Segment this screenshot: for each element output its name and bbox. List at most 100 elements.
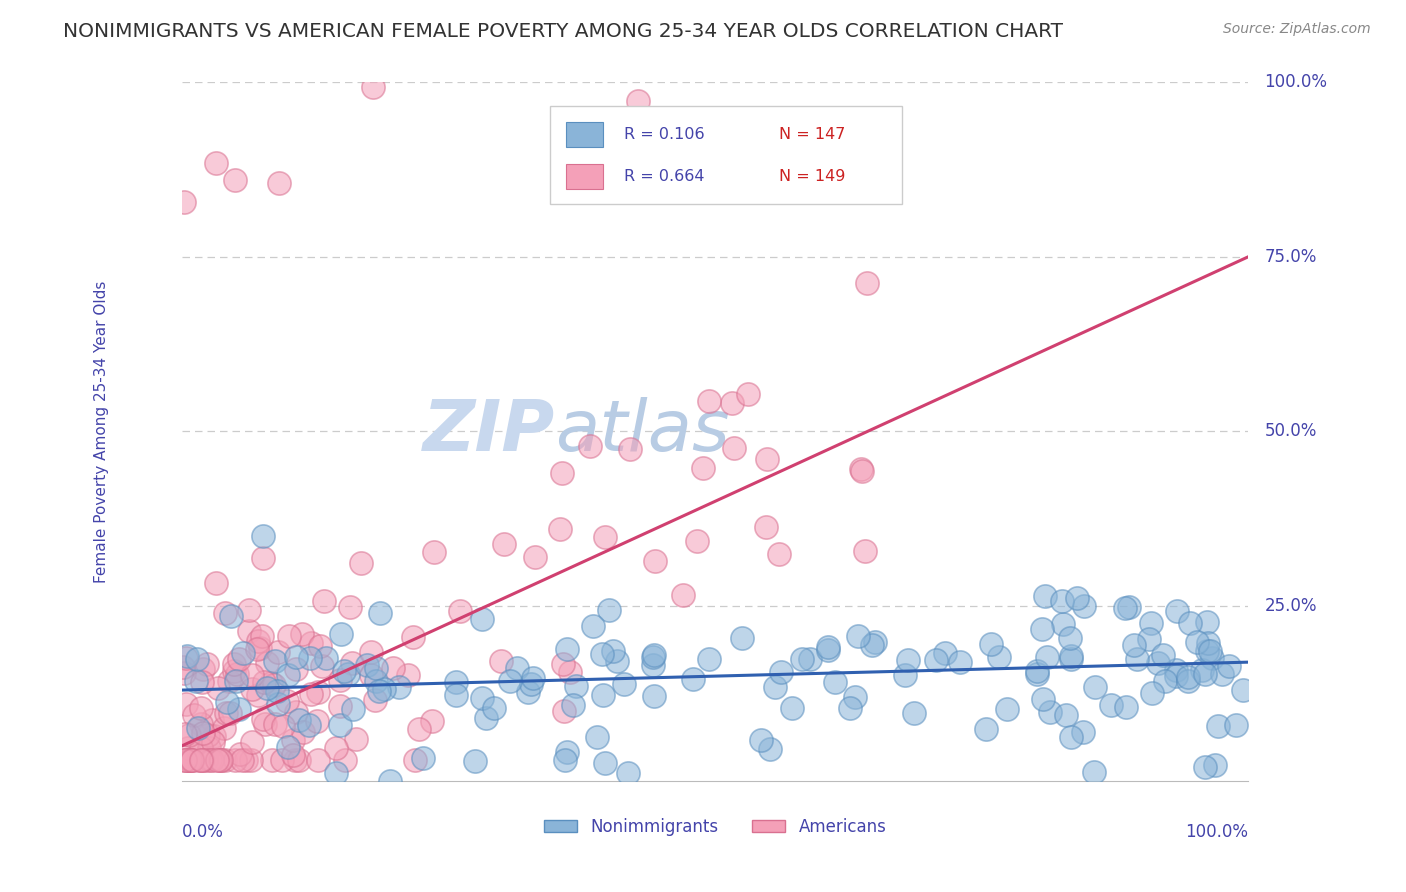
Legend: Nonimmigrants, Americans: Nonimmigrants, Americans [537,811,893,843]
Point [214,753,236,767]
Text: 50.0%: 50.0% [1264,423,1317,441]
Point [1052,594,1074,608]
Point [1142,686,1164,700]
Point [190,740,212,755]
Point [195,657,218,672]
Point [1153,674,1175,689]
Point [1118,600,1140,615]
Point [328,673,350,687]
Point [315,650,337,665]
Point [595,756,617,770]
Point [598,603,620,617]
Point [253,675,276,690]
Point [195,753,218,767]
Point [174,753,197,767]
Point [291,724,314,739]
Point [333,664,356,678]
Point [181,753,204,767]
Point [201,753,224,767]
Point [232,647,254,661]
Point [342,702,364,716]
Point [250,629,273,643]
Point [271,718,294,732]
Point [1066,591,1088,605]
Point [1031,622,1053,636]
Point [1071,725,1094,739]
Point [555,745,578,759]
Point [838,701,860,715]
Text: Source: ZipAtlas.com: Source: ZipAtlas.com [1223,22,1371,37]
Point [364,674,387,689]
Point [402,630,425,644]
Point [299,687,322,701]
Point [1164,663,1187,677]
Point [1204,757,1226,772]
Point [224,753,246,767]
Point [360,667,382,681]
Point [249,641,271,656]
Point [187,753,209,767]
Point [172,660,194,674]
Point [276,694,298,708]
Point [252,550,274,565]
Point [277,629,299,643]
Point [173,727,195,741]
Point [643,690,665,704]
Text: 100.0%: 100.0% [1185,823,1249,841]
Point [190,675,212,690]
Point [291,627,314,641]
Point [256,681,278,695]
Point [193,725,215,739]
Point [1218,659,1240,673]
Point [263,678,285,692]
Point [506,661,529,675]
Point [212,721,235,735]
Point [240,682,263,697]
Point [619,442,641,456]
Point [240,735,263,749]
Point [254,717,277,731]
Point [1059,631,1081,645]
Point [755,451,778,466]
Point [214,606,236,620]
Point [553,657,575,671]
Point [1177,674,1199,689]
Point [697,652,720,666]
Point [396,667,419,681]
Point [644,554,666,568]
Point [412,750,434,764]
Point [1146,656,1168,670]
FancyBboxPatch shape [565,122,603,146]
Point [219,706,242,720]
Point [1125,652,1147,666]
Point [1099,698,1122,713]
Point [846,629,869,643]
Point [186,652,208,666]
Point [1137,632,1160,646]
Text: Female Poverty Among 25-34 Year Olds: Female Poverty Among 25-34 Year Olds [94,280,110,582]
Text: atlas: atlas [555,397,730,466]
Point [330,627,353,641]
Point [298,651,321,665]
Point [844,690,866,705]
Point [524,549,547,564]
Point [824,675,846,690]
Point [464,754,486,768]
Point [368,607,391,621]
Point [177,753,200,767]
Point [388,681,411,695]
Point [350,556,373,570]
Point [364,661,387,675]
Point [266,683,288,698]
Point [1115,699,1137,714]
Point [198,753,221,767]
Point [860,638,883,652]
Point [894,667,917,681]
Point [1152,648,1174,662]
Point [763,680,786,694]
Point [1033,590,1056,604]
Point [1232,682,1254,697]
Point [780,701,803,715]
Point [222,657,245,671]
Point [277,739,299,754]
